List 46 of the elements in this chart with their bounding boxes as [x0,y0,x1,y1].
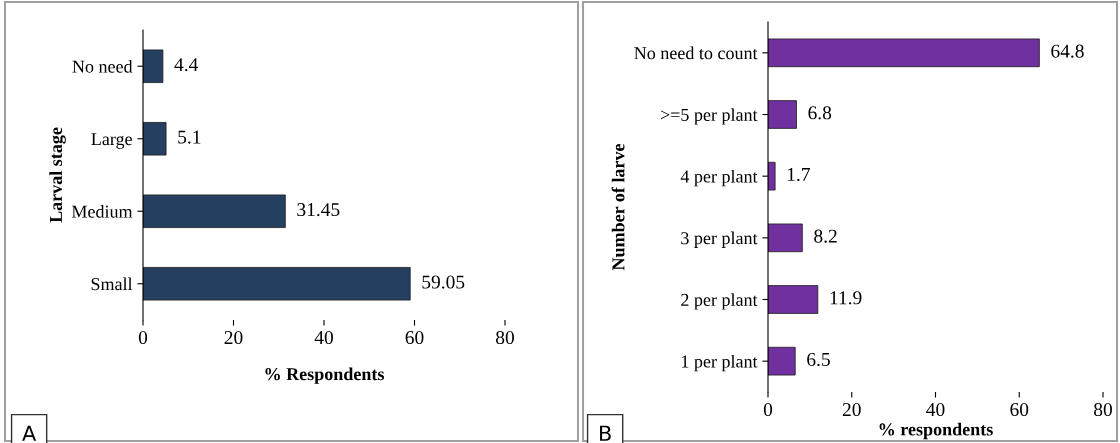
data-label: 6.5 [807,352,830,367]
text: B [600,425,611,441]
bar [143,49,164,83]
x-tick-label: 80 [1094,402,1112,417]
x-axis-title: % respondents [879,422,993,440]
bar [143,194,286,228]
x-tick-label: 80 [496,330,514,345]
x-axis-title: % Respondents [265,367,385,384]
x-tick-label: 20 [842,402,861,417]
y-tick-label: No need to count [634,46,758,60]
bar [143,122,167,156]
x-tick-label: 0 [763,402,773,417]
x-tick-label: 60 [1010,402,1029,417]
y-axis-title: Number of larve [611,143,625,271]
y-tick-label: 1 per plant [681,354,758,372]
y-tick-label: >=5 per plant [660,108,758,125]
x-tick-label: 40 [926,402,945,417]
y-tick-label: 4 per plant [680,169,758,187]
bar [768,346,796,376]
bar [768,285,819,314]
bar [768,161,776,191]
data-label: 4.4 [174,58,199,72]
data-label: 59.05 [422,275,465,289]
data-label: 8.2 [814,229,837,243]
y-tick-label: Medium [71,204,133,218]
y-tick-label: Small [91,277,133,291]
y-tick-label: Large [91,133,132,149]
data-label: 64.8 [1051,44,1084,58]
bar [768,100,797,129]
data-label: 31.45 [297,203,340,217]
bar [768,38,1040,68]
x-tick-label: 60 [405,330,424,345]
y-tick-label: No need [72,59,133,73]
bar [143,267,411,301]
text: A [22,425,37,441]
data-label: 5.1 [178,130,201,144]
data-label: 6.8 [808,106,832,120]
x-tick-label: 0 [138,330,148,345]
y-tick-label: 3 per plant [681,231,758,248]
bar [768,223,803,253]
data-label: 11.9 [830,291,862,305]
y-axis-title: Larval stage [49,127,66,223]
x-tick-label: 40 [314,330,333,345]
data-label: 1.7 [787,168,810,182]
y-tick-label: 2 per plant [681,293,758,310]
x-tick-label: 20 [224,330,243,345]
